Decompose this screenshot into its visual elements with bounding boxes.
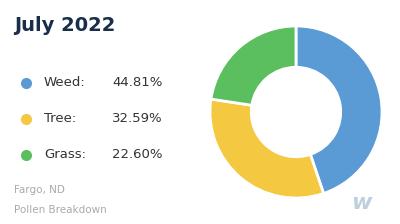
Text: Weed:: Weed:: [44, 76, 86, 89]
Text: Grass:: Grass:: [44, 148, 86, 161]
Text: w: w: [352, 193, 372, 213]
Wedge shape: [211, 26, 296, 105]
Wedge shape: [210, 99, 324, 198]
Text: 44.81%: 44.81%: [112, 76, 162, 89]
Text: Fargo, ND: Fargo, ND: [14, 185, 65, 195]
Text: Pollen Breakdown: Pollen Breakdown: [14, 205, 107, 215]
Wedge shape: [296, 26, 382, 194]
Text: 22.60%: 22.60%: [112, 148, 162, 161]
Text: 32.59%: 32.59%: [112, 112, 163, 125]
Text: July 2022: July 2022: [14, 16, 115, 35]
Text: Tree:: Tree:: [44, 112, 76, 125]
